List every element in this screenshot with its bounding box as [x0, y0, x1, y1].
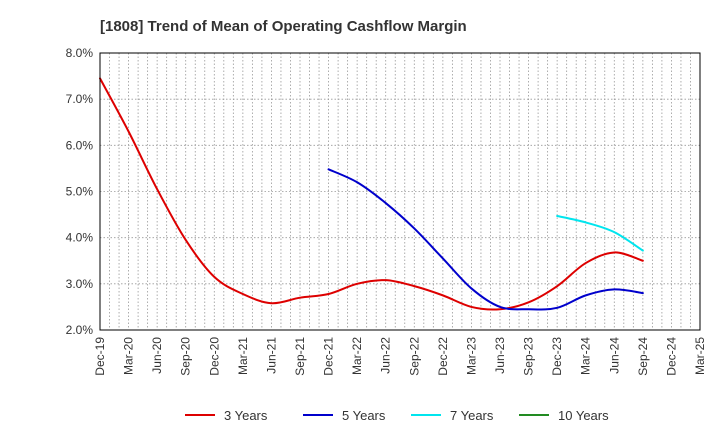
x-tick-label: Dec-23 — [550, 337, 564, 376]
x-tick-label: Mar-22 — [350, 337, 364, 375]
y-tick-label: 6.0% — [66, 138, 94, 152]
chart-title: [1808] Trend of Mean of Operating Cashfl… — [100, 18, 467, 35]
grid — [100, 53, 700, 330]
x-tick-label: Sep-23 — [522, 337, 536, 376]
y-tick-label: 2.0% — [66, 323, 94, 337]
x-tick-label: Sep-21 — [293, 337, 307, 376]
series-lines — [99, 77, 644, 311]
x-tick-label: Dec-24 — [664, 337, 678, 376]
x-tick-label: Dec-20 — [207, 337, 221, 376]
x-tick-label: Mar-24 — [579, 337, 593, 375]
x-axis-ticks: Dec-19 Mar-20 Jun-20 Sep-20 Dec-20 Mar-21 Jun-… — [93, 337, 707, 376]
series-line-7-years — [556, 214, 644, 252]
y-tick-label: 7.0% — [66, 92, 94, 106]
series-line-5-years — [327, 168, 644, 311]
x-tick-label: Mar-21 — [236, 337, 250, 375]
series-line-3-years — [99, 77, 644, 311]
legend-label-7-years: 7 Years — [450, 408, 494, 423]
x-tick-label: Jun-22 — [379, 337, 393, 374]
x-tick-label: Dec-21 — [322, 337, 336, 376]
x-tick-label: Sep-22 — [407, 337, 421, 376]
y-tick-label: 5.0% — [66, 185, 94, 199]
x-tick-label: Sep-20 — [179, 337, 193, 376]
legend-label-3-years: 3 Years — [224, 408, 268, 423]
x-tick-label: Dec-22 — [436, 337, 450, 376]
y-axis-ticks: 2.0% 3.0% 4.0% 5.0% 6.0% 7.0% 8.0% — [66, 46, 94, 337]
legend-label-10-years: 10 Years — [558, 408, 609, 423]
y-tick-label: 8.0% — [66, 46, 94, 60]
legend: 3 Years 5 Years 7 Years 10 Years — [185, 408, 609, 423]
legend-label-5-years: 5 Years — [342, 408, 386, 423]
x-tick-label: Mar-20 — [122, 337, 136, 375]
y-tick-label: 3.0% — [66, 277, 94, 291]
x-tick-label: Sep-24 — [636, 337, 650, 376]
plot-frame — [99, 52, 701, 331]
x-tick-label: Jun-21 — [264, 337, 278, 374]
x-tick-label: Jun-24 — [607, 337, 621, 374]
x-tick-label: Dec-19 — [93, 337, 107, 376]
x-tick-label: Mar-25 — [693, 337, 707, 375]
y-tick-label: 4.0% — [66, 231, 94, 245]
x-tick-label: Jun-20 — [150, 337, 164, 374]
x-tick-label: Jun-23 — [493, 337, 507, 374]
x-tick-label: Mar-23 — [464, 337, 478, 375]
